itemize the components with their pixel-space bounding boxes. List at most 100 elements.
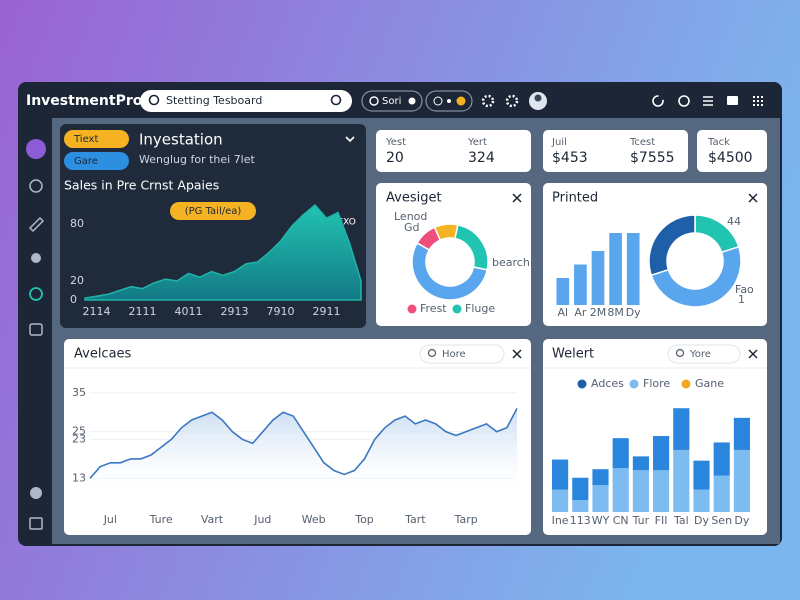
search-button[interactable]: [330, 94, 342, 106]
bar: [556, 278, 570, 305]
legend-dot: [407, 304, 417, 314]
x-tick-label: Vart: [201, 513, 224, 526]
stat-label: Tcest: [629, 137, 655, 148]
x-tick-label: Dy: [734, 514, 749, 527]
y-tick-label: 25: [72, 425, 86, 438]
close-button[interactable]: [512, 193, 522, 203]
x-tick-label: Tal: [673, 514, 689, 527]
legend-dot: [681, 379, 691, 389]
tag[interactable]: [64, 152, 129, 170]
area: [84, 203, 362, 301]
search-icon: [675, 348, 685, 358]
bar-segment: [632, 470, 649, 512]
annotation: 1: [738, 293, 745, 306]
settings-icon[interactable]: [505, 94, 519, 108]
bar-segment: [572, 477, 589, 501]
apps-icon[interactable]: [753, 96, 763, 106]
message-icon[interactable]: [727, 96, 738, 105]
close-button[interactable]: [748, 349, 758, 359]
close-button[interactable]: [748, 193, 758, 203]
chevron[interactable]: [345, 136, 355, 143]
panel-title: Inyestation: [139, 131, 223, 149]
x-tick-label: WY: [592, 514, 610, 527]
nav-item[interactable]: [29, 287, 43, 301]
panel-search-text: Yore: [689, 349, 711, 360]
x-tick-label: Dy: [626, 306, 641, 319]
filter-chip[interactable]: [361, 90, 423, 112]
x-tick-label: Ar: [574, 306, 587, 319]
bar-segment: [632, 456, 649, 471]
x-tick-label: 8M: [607, 306, 624, 319]
chip-dot: [456, 96, 466, 106]
legend-dot: [629, 379, 639, 389]
bar-segment: [673, 449, 690, 512]
chip-icon: [408, 97, 416, 105]
bar-segment: [693, 489, 710, 512]
stat-label: Juil: [551, 137, 567, 148]
tag-text: Gare: [74, 156, 98, 167]
close-button[interactable]: [512, 349, 522, 359]
power-icon[interactable]: [678, 95, 690, 107]
panel: [376, 183, 531, 326]
x-tick-label: Sen: [711, 514, 732, 527]
donut-slice: [648, 214, 696, 277]
chip-icon: [433, 96, 443, 106]
bar-segment: [653, 470, 670, 512]
nav-item[interactable]: [29, 517, 43, 530]
bar: [609, 233, 622, 305]
legend-text: PEXO: [332, 218, 356, 228]
bar: [574, 264, 587, 305]
panel-search-text: Hore: [442, 349, 466, 360]
panel-title: Avesiget: [386, 191, 442, 206]
bar-segment: [733, 417, 750, 450]
search-icon: [148, 94, 160, 106]
nav-item[interactable]: [29, 179, 43, 193]
nav-item[interactable]: [29, 323, 43, 336]
stat-card: [543, 130, 688, 172]
search-box[interactable]: [140, 90, 352, 112]
nav-item[interactable]: [31, 253, 41, 263]
x-tick-label: Jud: [253, 513, 271, 526]
x-tick-label: 4011: [175, 305, 203, 318]
toggle-chip[interactable]: [425, 90, 473, 112]
legend-dot: [452, 304, 462, 314]
line: [89, 407, 518, 479]
menu-icon[interactable]: [703, 96, 713, 106]
y-tick-label: 0: [70, 293, 77, 306]
refresh-icon[interactable]: [652, 95, 664, 107]
x-tick-label: Web: [302, 513, 326, 526]
bar-segment: [733, 449, 750, 512]
panel-title: Avelcaes: [74, 347, 132, 362]
annotation: Gd: [404, 221, 420, 234]
nav-item[interactable]: [28, 216, 45, 233]
stat-value: $453: [552, 150, 588, 166]
tag[interactable]: [64, 130, 129, 148]
donut-slice: [650, 245, 742, 308]
legend-label: Frest: [420, 302, 447, 315]
x-tick-label: Jul: [103, 513, 117, 526]
settings-icon[interactable]: [481, 94, 495, 108]
panel-title: Printed: [552, 191, 598, 206]
x-tick-label: 2911: [313, 305, 341, 318]
legend-dot: [577, 379, 587, 389]
bar-segment: [653, 436, 670, 471]
bar: [626, 233, 640, 305]
panel-search[interactable]: [667, 344, 741, 364]
stat-value: 324: [468, 150, 495, 166]
legend-label: Fluge: [465, 302, 495, 315]
chip-icon: [447, 99, 451, 103]
x-tick-label: 2114: [83, 305, 111, 318]
y-tick-label: 80: [70, 217, 84, 230]
annotation: bearch: [492, 256, 530, 269]
search-icon: [427, 348, 437, 358]
nav-item[interactable]: [30, 487, 42, 499]
legend-label: Gane: [695, 377, 724, 390]
nav-item-active[interactable]: [26, 139, 46, 159]
bar-segment: [612, 468, 629, 512]
x-tick-label: Al: [558, 306, 569, 319]
panel-search[interactable]: [419, 344, 505, 364]
stat-value: $7555: [630, 150, 675, 166]
y-tick-label: 13: [72, 471, 86, 484]
